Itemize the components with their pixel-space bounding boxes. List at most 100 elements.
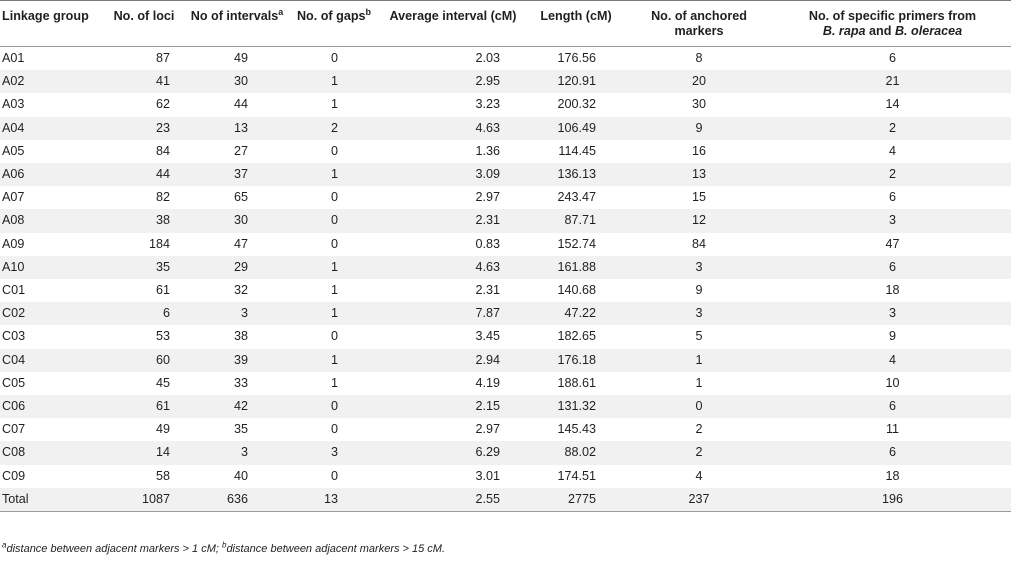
cell-average-interval: 4.63: [378, 116, 528, 140]
cell-linkage-group: C04: [0, 348, 104, 372]
cell-loci: 61: [104, 279, 184, 303]
cell-gaps: 1: [290, 348, 378, 372]
cell-linkage-group: C05: [0, 371, 104, 396]
cell-gaps: 0: [290, 395, 378, 419]
cell-loci: 1087: [104, 487, 184, 513]
table-row: A01 87 49 0 2.03 176.56 8 6: [0, 46, 1011, 71]
table-row-total: Total 1087 636 13 2.55 2775 237 196: [0, 487, 1011, 513]
header-no-loci: No. of loci: [113, 9, 175, 23]
header-linkage-group: Linkage group: [2, 9, 89, 23]
cell-specific-primers: 3: [774, 209, 1011, 233]
cell-intervals: 30: [184, 209, 290, 233]
cell-average-interval: 3.23: [378, 93, 528, 117]
cell-average-interval: 6.29: [378, 441, 528, 465]
cell-length: 2775: [528, 487, 624, 513]
cell-linkage-group: A04: [0, 116, 104, 140]
cell-gaps: 0: [290, 186, 378, 210]
cell-intervals: 42: [184, 395, 290, 419]
cell-length: 120.91: [528, 70, 624, 94]
cell-specific-primers: 6: [774, 46, 1011, 71]
cell-linkage-group: C06: [0, 395, 104, 419]
cell-gaps: 0: [290, 209, 378, 233]
cell-length: 176.56: [528, 46, 624, 71]
cell-anchored-markers: 0: [624, 395, 774, 419]
cell-length: 176.18: [528, 348, 624, 372]
cell-specific-primers: 6: [774, 255, 1011, 280]
cell-specific-primers: 6: [774, 395, 1011, 419]
cell-loci: 38: [104, 209, 184, 233]
cell-loci: 14: [104, 441, 184, 465]
cell-anchored-markers: 2: [624, 418, 774, 442]
cell-loci: 62: [104, 93, 184, 117]
table-row: C03 53 38 0 3.45 182.65 5 9: [0, 325, 1011, 349]
linkage-map-table: Linkage group No. of loci No of interval…: [0, 0, 1011, 513]
cell-loci: 61: [104, 395, 184, 419]
cell-length: 136.13: [528, 163, 624, 187]
cell-average-interval: 3.01: [378, 464, 528, 488]
cell-gaps: 0: [290, 464, 378, 488]
header-row: Linkage group No. of loci No of interval…: [0, 0, 1011, 47]
cell-average-interval: 1.36: [378, 139, 528, 164]
cell-anchored-markers: 84: [624, 232, 774, 256]
cell-linkage-group: A10: [0, 255, 104, 280]
cell-anchored-markers: 2: [624, 441, 774, 465]
cell-length: 200.32: [528, 93, 624, 117]
cell-average-interval: 3.45: [378, 325, 528, 349]
cell-loci: 6: [104, 302, 184, 326]
cell-length: 114.45: [528, 139, 624, 164]
cell-loci: 49: [104, 418, 184, 442]
cell-intervals: 65: [184, 186, 290, 210]
table-row: A07 82 65 0 2.97 243.47 15 6: [0, 186, 1011, 210]
table-row: A05 84 27 0 1.36 114.45 16 4: [0, 139, 1011, 164]
cell-intervals: 39: [184, 348, 290, 372]
cell-anchored-markers: 13: [624, 163, 774, 187]
cell-length: 87.71: [528, 209, 624, 233]
table-row: A09 184 47 0 0.83 152.74 84 47: [0, 232, 1011, 256]
cell-loci: 60: [104, 348, 184, 372]
cell-linkage-group: C03: [0, 325, 104, 349]
cell-intervals: 29: [184, 255, 290, 280]
cell-intervals: 3: [184, 441, 290, 465]
table-row: A03 62 44 1 3.23 200.32 30 14: [0, 93, 1011, 117]
cell-linkage-group: A03: [0, 93, 104, 117]
cell-intervals: 49: [184, 46, 290, 71]
cell-specific-primers: 18: [774, 279, 1011, 303]
cell-anchored-markers: 15: [624, 186, 774, 210]
cell-gaps: 13: [290, 487, 378, 513]
cell-length: 47.22: [528, 302, 624, 326]
cell-length: 145.43: [528, 418, 624, 442]
cell-loci: 35: [104, 255, 184, 280]
cell-average-interval: 2.31: [378, 209, 528, 233]
cell-average-interval: 4.63: [378, 255, 528, 280]
cell-anchored-markers: 30: [624, 93, 774, 117]
cell-intervals: 13: [184, 116, 290, 140]
cell-gaps: 1: [290, 70, 378, 94]
cell-intervals: 47: [184, 232, 290, 256]
cell-loci: 45: [104, 371, 184, 396]
cell-length: 188.61: [528, 371, 624, 396]
cell-gaps: 1: [290, 255, 378, 280]
cell-gaps: 0: [290, 139, 378, 164]
header-no-intervals: No of intervalsa: [190, 6, 284, 23]
cell-anchored-markers: 20: [624, 70, 774, 94]
cell-average-interval: 2.97: [378, 186, 528, 210]
cell-anchored-markers: 237: [624, 487, 774, 513]
cell-average-interval: 2.94: [378, 348, 528, 372]
cell-anchored-markers: 1: [624, 371, 774, 396]
cell-anchored-markers: 9: [624, 116, 774, 140]
table-row: A08 38 30 0 2.31 87.71 12 3: [0, 209, 1011, 233]
cell-linkage-group: C09: [0, 464, 104, 488]
table-body: A01 87 49 0 2.03 176.56 8 6 A02 41 30 1 2.95 120.91 20…: [0, 46, 1011, 513]
header-specific-primers: No. of specific primers from B. rapa and …: [808, 9, 977, 38]
cell-specific-primers: 4: [774, 348, 1011, 372]
cell-intervals: 32: [184, 279, 290, 303]
cell-intervals: 37: [184, 163, 290, 187]
footnote-mark-b: b: [365, 6, 372, 17]
header-no-gaps: No. of gapsb: [296, 6, 372, 23]
cell-linkage-group: Total: [0, 487, 104, 513]
cell-specific-primers: 4: [774, 139, 1011, 164]
cell-length: 243.47: [528, 186, 624, 210]
cell-linkage-group: A08: [0, 209, 104, 233]
cell-average-interval: 2.31: [378, 279, 528, 303]
cell-intervals: 35: [184, 418, 290, 442]
